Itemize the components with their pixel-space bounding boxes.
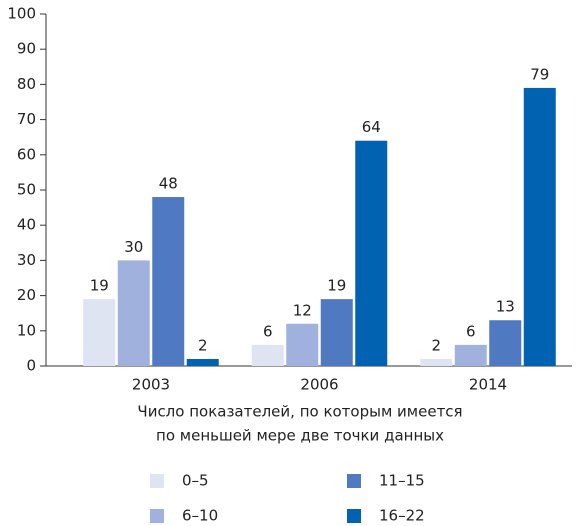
bar	[83, 299, 116, 366]
value-label: 2	[198, 336, 208, 354]
bar	[355, 140, 388, 366]
legend-label: 0–5	[182, 472, 209, 490]
y-tick-label: 50	[17, 181, 36, 199]
bar	[117, 260, 150, 366]
y-tick-label: 100	[7, 5, 36, 23]
value-label: 64	[362, 118, 381, 136]
value-label: 13	[496, 298, 515, 316]
y-tick-label: 0	[26, 357, 36, 375]
bar	[420, 358, 453, 366]
legend-swatch	[150, 509, 164, 523]
bar	[286, 323, 319, 366]
value-label: 30	[124, 238, 143, 256]
y-tick-label: 30	[17, 251, 36, 269]
value-label: 19	[90, 277, 109, 295]
legend-swatch	[347, 509, 361, 523]
value-label: 2	[431, 336, 441, 354]
x-tick-label: 2003	[132, 376, 170, 394]
legend-label: 11–15	[379, 472, 425, 490]
bar	[320, 299, 353, 366]
bar	[523, 87, 556, 367]
y-tick-label: 20	[17, 286, 36, 304]
y-tick-label: 90	[17, 40, 36, 58]
bar	[454, 344, 487, 366]
y-tick-label: 40	[17, 216, 36, 234]
bar	[251, 344, 284, 366]
legend-label: 6–10	[182, 507, 218, 525]
value-label: 12	[293, 301, 312, 319]
y-tick-label: 60	[17, 145, 36, 163]
bar	[186, 358, 219, 366]
x-tick-label: 2014	[469, 376, 507, 394]
value-label: 6	[263, 322, 273, 340]
legend-swatch	[347, 474, 361, 488]
y-tick-label: 10	[17, 321, 36, 339]
y-tick-label: 70	[17, 110, 36, 128]
x-tick-label: 2006	[300, 376, 338, 394]
value-label: 19	[327, 277, 346, 295]
x-axis-label: по меньшей мере две точки данных	[156, 427, 444, 445]
legend-swatch	[150, 474, 164, 488]
value-label: 48	[159, 175, 178, 193]
bar	[489, 320, 522, 366]
legend-label: 16–22	[379, 507, 425, 525]
bar	[152, 197, 185, 366]
value-label: 79	[530, 65, 549, 83]
value-label: 6	[466, 322, 476, 340]
y-tick-label: 80	[17, 75, 36, 93]
x-axis-label: Число показателей, по которым имеется	[137, 403, 462, 421]
